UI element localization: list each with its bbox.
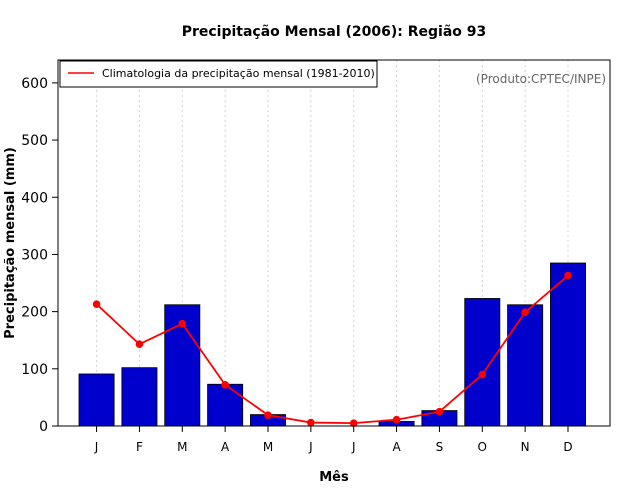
- climatology-series: [92, 271, 572, 427]
- legend: Climatologia da precipitação mensal (198…: [59, 60, 378, 88]
- precip-bar: [78, 373, 115, 427]
- x-tick-label: M: [177, 440, 187, 454]
- legend-box: [59, 60, 378, 88]
- plot-frame: [57, 59, 611, 427]
- x-tick-label: J: [308, 440, 313, 454]
- chart-title: Precipitação Mensal (2006): Região 93: [182, 24, 487, 40]
- x-tick-label: A: [221, 440, 230, 454]
- climatology-point: [392, 415, 401, 424]
- climatology-point: [221, 381, 229, 389]
- precip-bar: [464, 298, 501, 427]
- climatology-point: [349, 419, 358, 427]
- credit-label: (Produto:CPTEC/INPE): [476, 72, 606, 86]
- x-axis-label: Mês: [319, 470, 349, 485]
- y-tick-label: 600: [21, 76, 48, 92]
- climatology-point: [135, 340, 144, 349]
- precip-bar: [550, 262, 586, 427]
- x-tick-label: J: [351, 440, 356, 454]
- climatology-point: [307, 418, 315, 427]
- x-tick-label: O: [478, 440, 487, 454]
- climatology-point: [564, 271, 572, 280]
- y-tick-label: 100: [21, 362, 48, 378]
- climatology-point: [478, 370, 487, 379]
- climatology-point: [435, 407, 444, 416]
- climatology-point: [264, 411, 272, 419]
- x-tick-label: D: [563, 440, 572, 454]
- precip-bar: [207, 383, 244, 427]
- legend-label: Climatologia da precipitação mensal (198…: [102, 67, 375, 80]
- x-tick-label: M: [263, 440, 273, 454]
- x-tick-label: F: [136, 440, 143, 454]
- y-tick-label: 200: [21, 305, 48, 321]
- y-tick-label: 400: [21, 190, 48, 206]
- climatology-point: [92, 300, 101, 308]
- grid-lines: [96, 60, 569, 426]
- y-axis: 0 100 200 300 400 500 600: [21, 76, 58, 435]
- x-tick-label: N: [521, 440, 530, 454]
- y-tick-label: 300: [21, 247, 48, 263]
- climatology-line: [95, 274, 569, 425]
- climatology-point: [521, 308, 529, 316]
- bar-series: [78, 262, 586, 427]
- x-tick-label: J: [94, 440, 99, 454]
- precip-bar: [507, 304, 544, 427]
- x-tick-label: A: [392, 440, 401, 454]
- x-tick-label: S: [436, 440, 444, 454]
- y-axis-label: Precipitação mensal (mm): [3, 147, 18, 339]
- precip-bar: [121, 367, 158, 427]
- y-tick-label: 500: [21, 133, 48, 149]
- climatology-point: [178, 319, 187, 328]
- y-tick-label: 0: [39, 419, 48, 435]
